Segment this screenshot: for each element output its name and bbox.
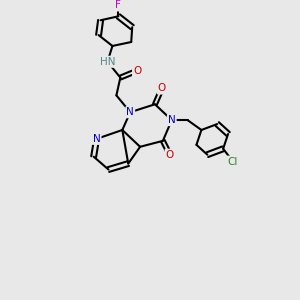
Text: O: O [166, 150, 174, 160]
Text: HN: HN [100, 57, 115, 67]
Text: O: O [133, 66, 141, 76]
Text: N: N [93, 134, 101, 144]
Text: N: N [168, 115, 176, 125]
Text: F: F [116, 0, 121, 11]
Text: N: N [126, 107, 134, 117]
Text: O: O [158, 83, 166, 94]
Text: Cl: Cl [228, 157, 238, 166]
